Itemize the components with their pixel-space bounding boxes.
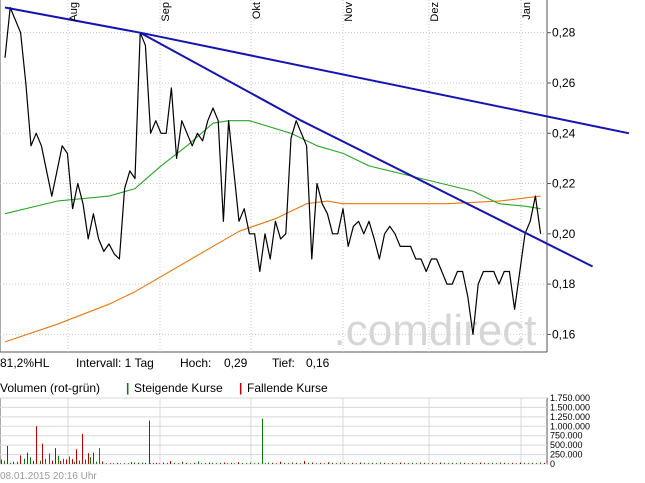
y-tick-label: 0,16 (552, 327, 576, 341)
rising-marker: | (126, 381, 130, 395)
y-tick-label: 0,24 (552, 126, 576, 140)
trendline-upper-line (4, 6, 630, 135)
month-label: Jan (521, 2, 533, 20)
high-label: Hoch: (180, 356, 212, 370)
hl-label: 81,2%HL (0, 356, 50, 370)
y-tick-labels: 0,28 0,26 0,24 0,22 0,20 0,18 0,16 (552, 26, 576, 342)
y-tick-label: 0,18 (552, 277, 576, 291)
price-line (4, 6, 542, 335)
moving-average-orange-line (4, 195, 541, 343)
low-label: Tief: (272, 356, 295, 370)
volume-tick-label: 750.000 (550, 431, 583, 441)
month-label: Aug (68, 2, 80, 22)
watermark-text: .comdirect (334, 306, 537, 355)
volume-tick-label: 1.750.000 (550, 393, 590, 403)
trendline-lower-line (139, 31, 594, 268)
month-label: Dez (429, 2, 441, 22)
rising-label: Steigende Kurse (134, 381, 223, 395)
y-tick-label: 0,28 (552, 26, 576, 40)
month-labels: Aug Sep Okt Nov Dez Jan (68, 2, 533, 22)
volume-tick-label: 500.000 (550, 440, 583, 450)
volume-grid (0, 397, 548, 465)
series-layer (4, 6, 630, 343)
falling-marker: | (239, 381, 243, 395)
month-label: Okt (251, 2, 263, 19)
month-label: Nov (343, 2, 355, 22)
month-label: Sep (160, 2, 172, 22)
volume-bars (1, 418, 545, 464)
interval-label: Intervall: 1 Tag (76, 356, 154, 370)
volume-tick-label: 1.000.000 (550, 421, 590, 431)
volume-tick-labels: 1.750.0001.500.0001.250.0001.000.000750.… (550, 393, 590, 469)
low-value: 0,16 (306, 356, 330, 370)
y-tick-label: 0,22 (552, 177, 576, 191)
volume-tick-label: 0 (550, 459, 555, 469)
volume-tick-label: 1.500.000 (550, 402, 590, 412)
moving-average-green-line (4, 120, 541, 215)
volume-title: Volumen (rot-grün) (0, 381, 101, 395)
y-tick-label: 0,20 (552, 227, 576, 241)
volume-tick-label: 1.250.000 (550, 412, 590, 422)
volume-tick-label: 250.000 (550, 450, 583, 460)
falling-label: Fallende Kurse (247, 381, 328, 395)
high-value: 0,29 (224, 356, 248, 370)
timestamp: 08.01.2015 20:16 Uhr (0, 471, 97, 482)
y-tick-label: 0,26 (552, 76, 576, 90)
